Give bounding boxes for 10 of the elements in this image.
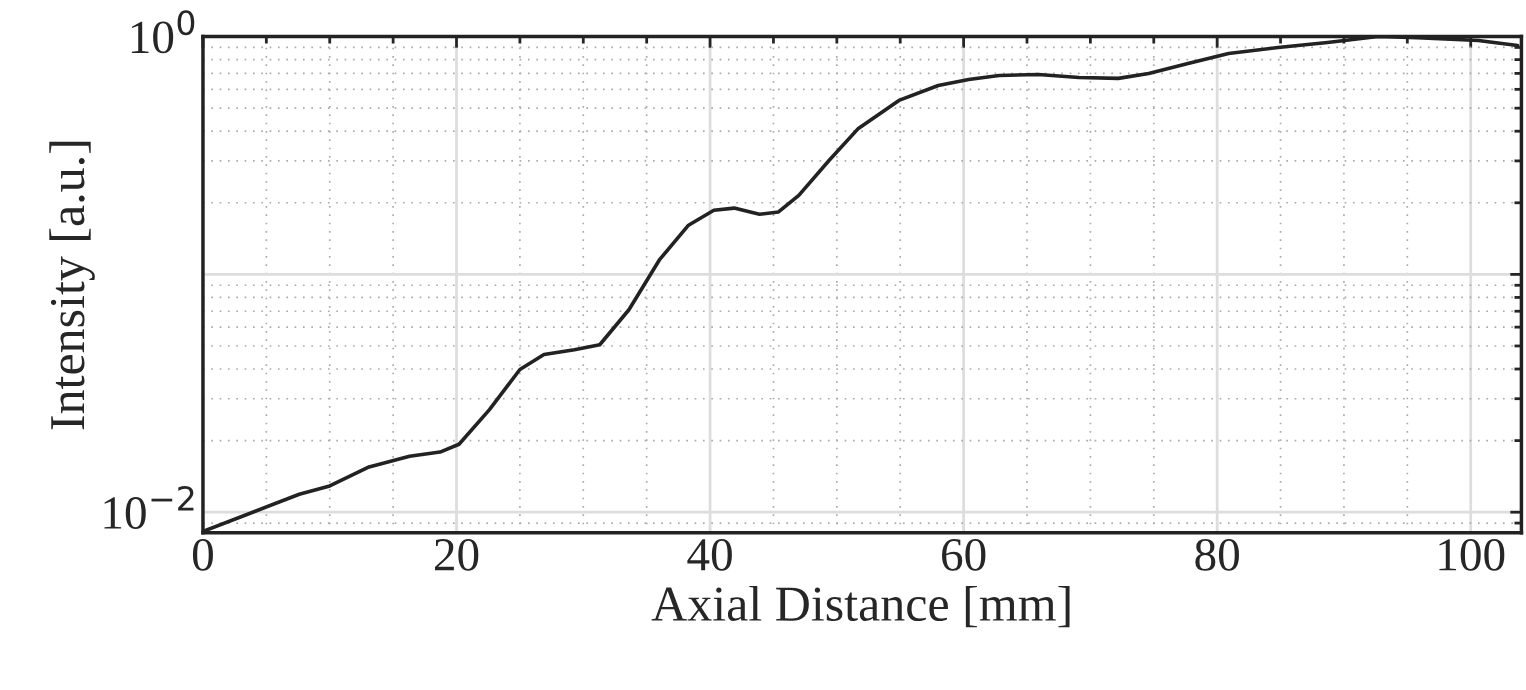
x-tick-label: 20 (434, 538, 479, 571)
y-tick-label: 10$^{0}$ (131, 10, 195, 54)
x-tick-label: 100 (1439, 538, 1505, 571)
y-axis-title: Intensity [a.u.] (49, 141, 95, 430)
y-tick-label: 10$^{−2}$ (104, 485, 194, 529)
x-tick-label: 40 (687, 538, 732, 571)
x-tick-label: 60 (942, 538, 986, 571)
x-tick-label: 0 (192, 538, 213, 571)
x-tick-label: 80 (1195, 538, 1239, 571)
x-axis-title: Axial Distance [mm] (651, 585, 1070, 628)
